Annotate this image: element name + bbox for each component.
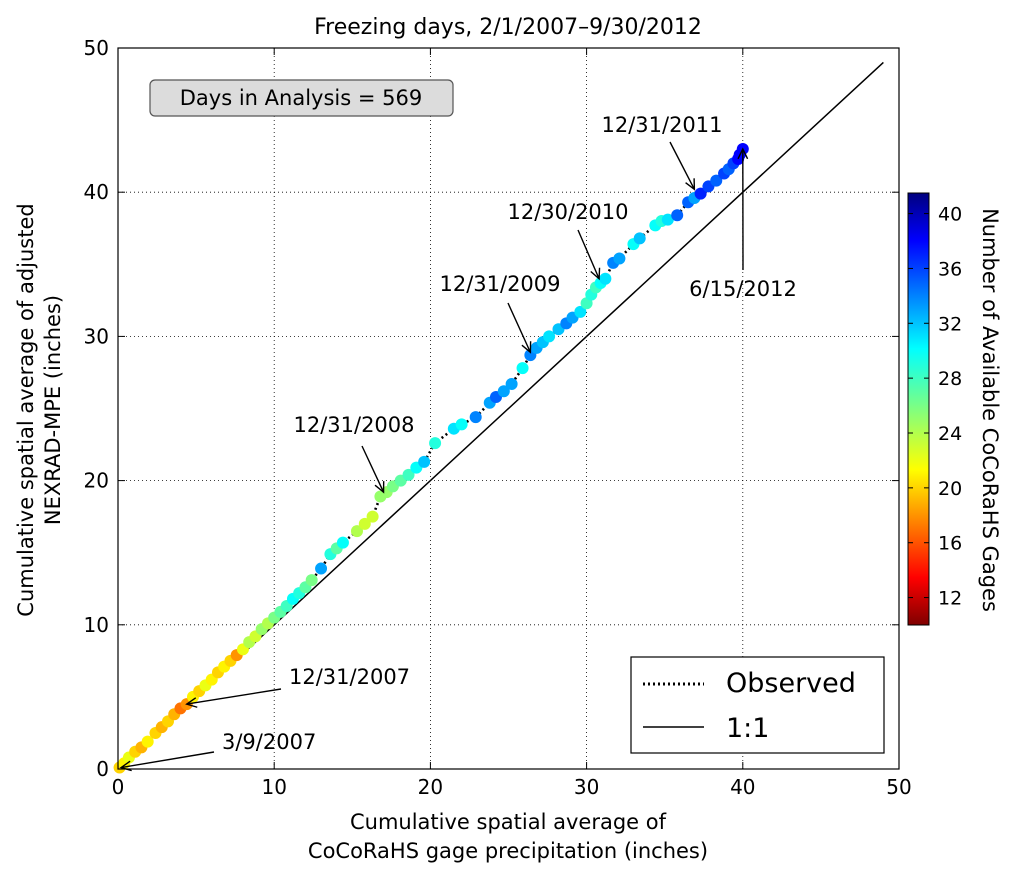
annotation-arrowhead: [374, 481, 385, 494]
colorbar-tick-label: 40: [938, 204, 962, 226]
x-tick-label: 20: [418, 775, 443, 799]
x-tick-label: 50: [886, 775, 911, 799]
legend: Observed 1:1: [630, 656, 885, 754]
x-tick-label: 0: [112, 775, 125, 799]
data-point: [418, 455, 431, 468]
annotation-label: 12/30/2010: [507, 200, 628, 224]
colorbar-label: Number of Available CoCoRaHS Gages: [978, 208, 1002, 612]
data-point: [574, 305, 587, 318]
y-axis-ticks: 0 10 20 30 40 50: [84, 36, 899, 781]
y-tick-label: 10: [84, 613, 109, 637]
annotation-arrow: [507, 302, 532, 353]
annotation-label: 12/31/2007: [289, 665, 410, 689]
data-point: [543, 330, 556, 343]
data-point: [516, 362, 529, 375]
data-point: [710, 174, 723, 187]
data-point: [141, 735, 154, 748]
annotation-arrowhead: [737, 147, 749, 160]
colorbar-tick-label: 20: [938, 478, 962, 500]
chart-title: Freezing days, 2/1/2007–9/30/2012: [314, 15, 702, 40]
data-point: [350, 525, 363, 538]
x-axis-ticks: 0 10 20 30 40 50: [112, 48, 912, 799]
infobox: Days in Analysis = 569: [149, 79, 454, 117]
data-point: [455, 418, 468, 431]
x-axis-label-line2: CoCoRaHS gage precipitation (inches): [308, 839, 708, 863]
y-tick-label: 30: [84, 324, 109, 348]
data-point: [613, 252, 626, 265]
annotations: 12/31/2011 6/15/2012 12/30/2010 12/31/2009 1…: [119, 113, 797, 772]
annotation-arrowhead: [590, 267, 601, 281]
data-point: [633, 232, 646, 245]
data-point: [671, 209, 684, 222]
annotation-arrow: [669, 141, 696, 190]
colorbar-tick-label: 24: [938, 423, 962, 445]
y-axis-label-line1: Cumulative spatial average of adjusted: [14, 203, 38, 616]
data-point: [358, 517, 371, 530]
x-axis-label-line1: Cumulative spatial average of: [350, 810, 667, 834]
data-point: [661, 213, 674, 226]
colorbar-ticks: 12 16 20 24 28 32 36 40: [908, 204, 962, 610]
y-tick-label: 40: [84, 180, 109, 204]
colorbar-tick-label: 16: [938, 533, 962, 555]
data-point: [402, 468, 415, 481]
plot-frame: [117, 47, 900, 770]
legend-one-to-one-label: 1:1: [726, 713, 769, 744]
colorbar-tick-label: 32: [938, 313, 962, 335]
annotation-arrow: [577, 229, 600, 279]
data-point: [694, 187, 707, 200]
annotation-label: 6/15/2012: [689, 277, 797, 301]
y-tick-label: 50: [84, 36, 109, 60]
data-point: [497, 385, 510, 398]
data-point: [429, 437, 442, 450]
x-tick-label: 30: [574, 775, 599, 799]
infobox-frame: [149, 79, 454, 117]
annotation-label: 3/9/2007: [222, 730, 316, 754]
x-tick-label: 40: [730, 775, 755, 799]
colorbar-tick-label: 28: [938, 368, 962, 390]
annotation-arrow: [186, 688, 282, 705]
infobox-text: Days in Analysis = 569: [180, 86, 422, 110]
colorbar-tick-label: 36: [938, 258, 962, 280]
data-point: [336, 536, 349, 549]
annotation-arrowhead: [185, 697, 198, 708]
data-point: [305, 574, 318, 587]
annotation-label: 12/31/2009: [439, 272, 560, 296]
annotation-label: 12/31/2008: [293, 413, 414, 437]
data-point: [366, 510, 379, 523]
data-point: [599, 272, 612, 285]
legend-observed-label: Observed: [726, 668, 856, 699]
x-tick-label: 10: [261, 775, 286, 799]
annotation-arrowhead: [521, 341, 532, 354]
data-point: [315, 562, 328, 575]
annotation-arrowhead: [685, 178, 696, 191]
data-point: [505, 377, 518, 390]
annotation-label: 12/31/2011: [601, 113, 722, 137]
annotation-arrow: [121, 751, 215, 769]
annotation-arrow: [361, 445, 385, 493]
data-point: [469, 411, 482, 424]
y-tick-label: 20: [84, 469, 109, 493]
y-tick-label: 0: [96, 757, 109, 781]
colorbar-tick-label: 12: [938, 588, 962, 610]
colorbar: [907, 192, 930, 626]
y-axis-label-line2: NEXRAD-MPE (inches): [41, 295, 65, 525]
annotation-arrowhead: [119, 760, 132, 772]
legend-frame: [630, 656, 885, 754]
